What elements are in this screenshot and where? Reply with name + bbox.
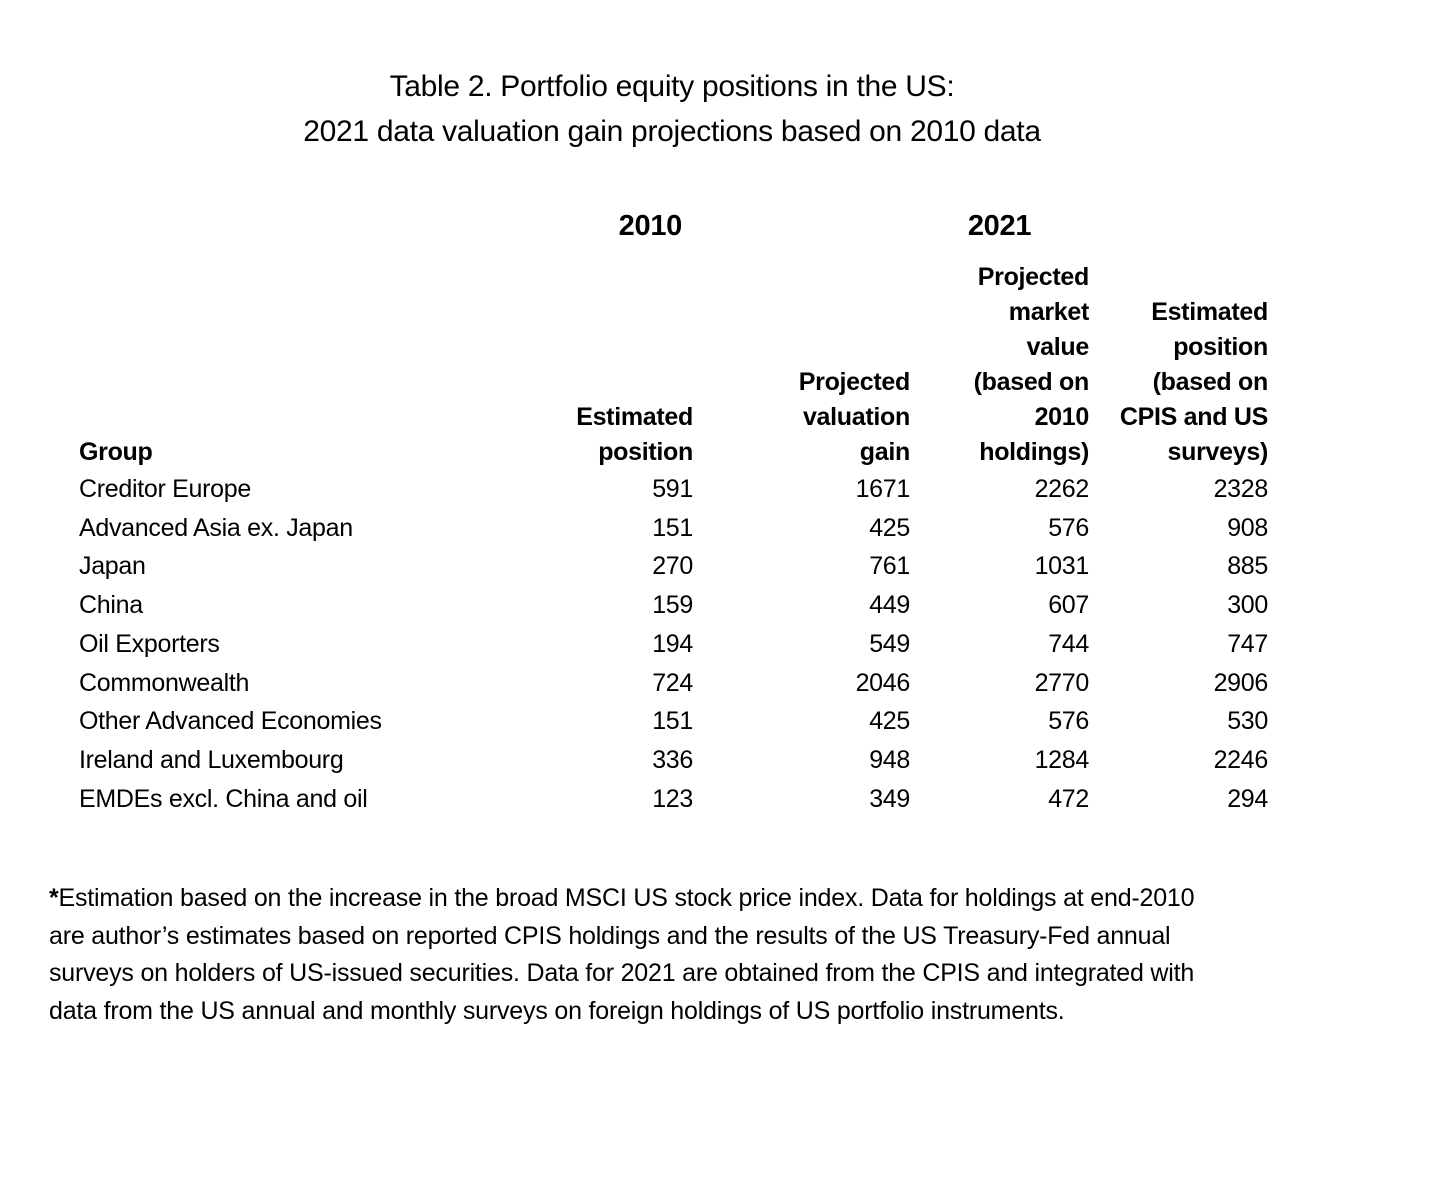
table-row: Other Advanced Economies 151 425 576 530 xyxy=(79,702,1268,741)
table-footnote: *Estimation based on the increase in the… xyxy=(49,880,1295,1030)
value-cell: 576 xyxy=(1048,707,1089,736)
value-cell: 530 xyxy=(1227,707,1268,736)
value-cell: 2046 xyxy=(855,668,911,697)
group-cell: Oil Exporters xyxy=(79,629,220,658)
value-cell: 2262 xyxy=(1034,475,1090,503)
value-cell: 591 xyxy=(652,475,693,503)
table-title-line-2: 2021 data valuation gain projections bas… xyxy=(303,115,1041,148)
value-cell: 908 xyxy=(1227,513,1268,542)
value-cell: 549 xyxy=(869,629,910,658)
table-row: Advanced Asia ex. Japan 151 425 576 908 xyxy=(79,509,1268,548)
value-cell: 449 xyxy=(869,591,910,620)
year-header-row: 2010 2021 xyxy=(79,210,1268,260)
group-cell: Creditor Europe xyxy=(79,475,251,503)
value-cell: 2770 xyxy=(1034,668,1090,697)
value-cell: 2906 xyxy=(1213,668,1269,697)
value-cell: 336 xyxy=(652,745,693,774)
value-cell: 294 xyxy=(1227,784,1268,813)
value-cell: 151 xyxy=(652,513,693,542)
column-header-estimated-position-cpis: Estimated position (based on CPIS and US… xyxy=(1119,298,1268,466)
year-spacer-cell xyxy=(79,210,409,260)
value-cell: 724 xyxy=(652,668,693,697)
table-row: Japan 270 761 1031 885 xyxy=(79,547,1268,586)
table-title: Table 2. Portfolio equity positions in t… xyxy=(49,64,1295,154)
value-cell: 425 xyxy=(869,707,910,736)
value-cell: 607 xyxy=(1048,591,1089,620)
group-cell: EMDEs excl. China and oil xyxy=(79,784,368,813)
value-cell: 744 xyxy=(1048,629,1089,658)
year-spacer-cell xyxy=(693,210,910,260)
value-cell: 761 xyxy=(869,552,910,581)
table-body: Creditor Europe 591 1671 2262 2328 Advan… xyxy=(79,470,1268,818)
value-cell: 425 xyxy=(869,513,910,542)
page-content: Table 2. Portfolio equity positions in t… xyxy=(49,64,1295,1030)
table-row: EMDEs excl. China and oil 123 349 472 29… xyxy=(79,780,1268,819)
value-cell: 948 xyxy=(869,745,910,774)
table-row: Ireland and Luxembourg 336 948 1284 2246 xyxy=(79,741,1268,780)
value-cell: 123 xyxy=(652,784,693,813)
value-cell: 300 xyxy=(1227,591,1268,620)
table-title-line-1: Table 2. Portfolio equity positions in t… xyxy=(389,70,955,103)
column-header-estimated-position-2010: Estimated position xyxy=(576,403,693,466)
footnote-text: Estimation based on the increase in the … xyxy=(49,884,1195,1025)
value-cell: 2246 xyxy=(1213,745,1269,774)
value-cell: 472 xyxy=(1048,784,1089,813)
group-cell: Other Advanced Economies xyxy=(79,707,382,736)
footnote-asterisk: * xyxy=(49,884,59,913)
value-cell: 885 xyxy=(1227,552,1268,581)
value-cell: 2328 xyxy=(1213,475,1269,503)
group-cell: Japan xyxy=(79,552,146,581)
column-header-row: Group Estimated position Projected valua… xyxy=(79,260,1268,470)
group-cell: Advanced Asia ex. Japan xyxy=(79,513,353,542)
column-header-group: Group xyxy=(79,438,153,466)
year-spacer-cell xyxy=(1089,210,1268,260)
column-header-projected-market-value: Projected market value (based on 2010 ho… xyxy=(973,263,1090,466)
value-cell: 194 xyxy=(652,629,693,658)
group-cell: Commonwealth xyxy=(79,668,250,697)
value-cell: 270 xyxy=(652,552,693,581)
value-cell: 1671 xyxy=(855,475,911,503)
table-row: Creditor Europe 591 1671 2262 2328 xyxy=(79,470,1268,509)
column-header-projected-valuation-gain: Projected valuation gain xyxy=(798,368,911,466)
value-cell: 159 xyxy=(652,591,693,620)
year-header-2010: 2010 xyxy=(618,210,683,242)
group-cell: China xyxy=(79,591,143,620)
value-cell: 1284 xyxy=(1034,745,1090,774)
group-cell: Ireland and Luxembourg xyxy=(79,745,344,774)
table-row: Commonwealth 724 2046 2770 2906 xyxy=(79,664,1268,703)
portfolio-equity-table: 2010 2021 Group Estimated position Proje… xyxy=(79,210,1268,818)
table-head: 2010 2021 Group Estimated position Proje… xyxy=(79,210,1268,470)
value-cell: 1031 xyxy=(1034,552,1090,581)
value-cell: 576 xyxy=(1048,513,1089,542)
value-cell: 349 xyxy=(869,784,910,813)
value-cell: 747 xyxy=(1227,629,1268,658)
table-row: China 159 449 607 300 xyxy=(79,586,1268,625)
year-header-2021: 2021 xyxy=(967,210,1032,242)
table-row: Oil Exporters 194 549 744 747 xyxy=(79,625,1268,664)
value-cell: 151 xyxy=(652,707,693,736)
